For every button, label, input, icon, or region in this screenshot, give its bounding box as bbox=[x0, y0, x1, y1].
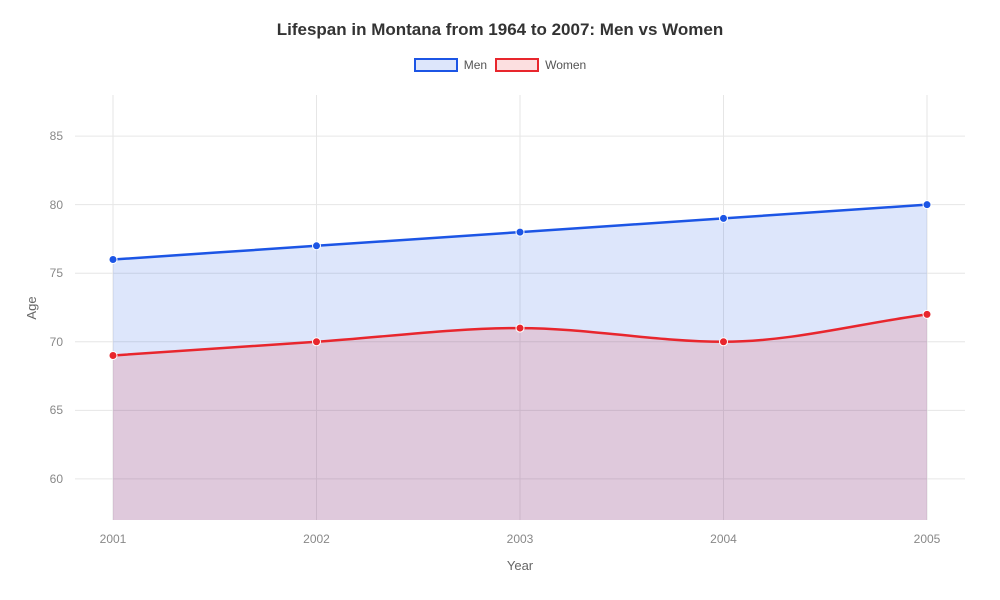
legend-label-women: Women bbox=[545, 58, 586, 72]
chart-container: Lifespan in Montana from 1964 to 2007: M… bbox=[0, 0, 1000, 600]
marker-women bbox=[109, 351, 117, 359]
marker-women bbox=[720, 338, 728, 346]
marker-men bbox=[313, 242, 321, 250]
marker-men bbox=[109, 256, 117, 264]
marker-women bbox=[516, 324, 524, 332]
marker-men bbox=[720, 214, 728, 222]
x-tick-label: 2004 bbox=[710, 532, 737, 546]
y-tick-label: 80 bbox=[50, 198, 63, 212]
legend-swatch-men bbox=[414, 58, 458, 72]
marker-men bbox=[923, 201, 931, 209]
chart-title: Lifespan in Montana from 1964 to 2007: M… bbox=[0, 0, 1000, 40]
legend-item-men: Men bbox=[414, 58, 487, 72]
x-tick-label: 2005 bbox=[914, 532, 941, 546]
x-tick-label: 2001 bbox=[100, 532, 127, 546]
legend-label-men: Men bbox=[464, 58, 487, 72]
plot-svg bbox=[75, 95, 965, 520]
y-tick-label: 75 bbox=[50, 266, 63, 280]
legend-swatch-women bbox=[495, 58, 539, 72]
x-axis-label: Year bbox=[507, 558, 533, 573]
legend-item-women: Women bbox=[495, 58, 586, 72]
y-tick-label: 60 bbox=[50, 472, 63, 486]
marker-women bbox=[923, 310, 931, 318]
marker-men bbox=[516, 228, 524, 236]
y-axis-label: Age bbox=[24, 296, 39, 319]
legend: Men Women bbox=[0, 58, 1000, 72]
x-tick-label: 2003 bbox=[507, 532, 534, 546]
y-tick-label: 85 bbox=[50, 129, 63, 143]
y-tick-label: 65 bbox=[50, 403, 63, 417]
plot-svg-g bbox=[75, 95, 965, 520]
y-tick-label: 70 bbox=[50, 335, 63, 349]
plot-area bbox=[75, 95, 965, 520]
marker-women bbox=[313, 338, 321, 346]
x-tick-label: 2002 bbox=[303, 532, 330, 546]
